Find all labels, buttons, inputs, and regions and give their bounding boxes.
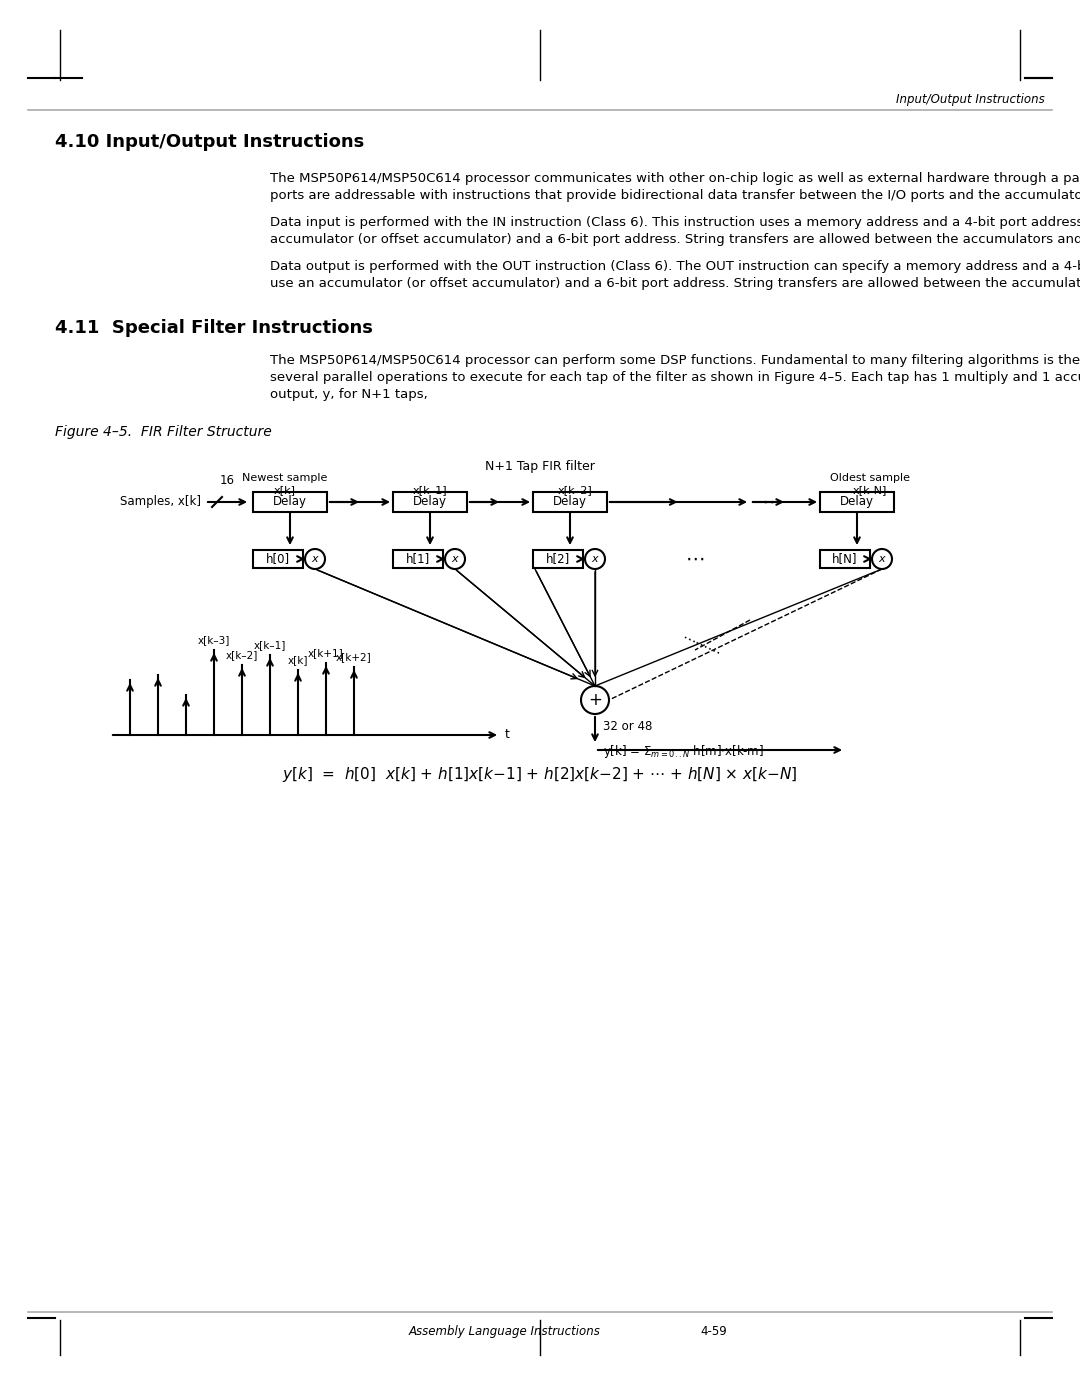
- Text: x: x: [879, 555, 886, 564]
- Text: y[k] = $\Sigma_{m=0..N}$ h[m]$\cdot$x[k-m]: y[k] = $\Sigma_{m=0..N}$ h[m]$\cdot$x[k-…: [603, 743, 764, 760]
- Text: h[1]: h[1]: [406, 552, 430, 566]
- Text: $y[k]$  =  $h[0]$  $x[k]$ + $h[1]x[k\mathrm{-}1]$ + $h[2]x[k\mathrm{-}2]$ + $\cd: $y[k]$ = $h[0]$ $x[k]$ + $h[1]x[k\mathrm…: [282, 766, 798, 784]
- Circle shape: [581, 686, 609, 714]
- Text: Newest sample: Newest sample: [242, 474, 327, 483]
- Text: Input/Output Instructions: Input/Output Instructions: [896, 94, 1045, 106]
- Text: h[0]: h[0]: [266, 552, 291, 566]
- Text: accumulator (or offset accumulator) and a 6-bit port address. String transfers a: accumulator (or offset accumulator) and …: [270, 233, 1080, 246]
- Circle shape: [872, 549, 892, 569]
- Text: 4-59: 4-59: [700, 1324, 727, 1338]
- Text: x: x: [312, 555, 319, 564]
- Circle shape: [445, 549, 465, 569]
- Text: ports are addressable with instructions that provide bidirectional data transfer: ports are addressable with instructions …: [270, 189, 1080, 203]
- Text: Assembly Language Instructions: Assembly Language Instructions: [408, 1324, 600, 1338]
- Text: Delay: Delay: [840, 496, 874, 509]
- Text: h[N]: h[N]: [833, 552, 858, 566]
- Text: x[k]: x[k]: [274, 485, 296, 495]
- FancyBboxPatch shape: [393, 492, 467, 511]
- Text: x[k]: x[k]: [287, 655, 308, 665]
- Text: Samples, x[k]: Samples, x[k]: [120, 496, 201, 509]
- FancyBboxPatch shape: [534, 492, 607, 511]
- FancyBboxPatch shape: [820, 492, 894, 511]
- Text: output, y, for N+1 taps,: output, y, for N+1 taps,: [270, 388, 428, 401]
- Text: ⋯: ⋯: [685, 549, 705, 569]
- FancyBboxPatch shape: [253, 492, 327, 511]
- Text: h[2]: h[2]: [545, 552, 570, 566]
- Text: x: x: [592, 555, 598, 564]
- Text: 4.10 Input/Output Instructions: 4.10 Input/Output Instructions: [55, 133, 364, 151]
- Text: Delay: Delay: [553, 496, 588, 509]
- Text: 32 or 48: 32 or 48: [603, 719, 652, 733]
- Text: +: +: [589, 692, 602, 710]
- Text: Oldest sample: Oldest sample: [831, 474, 910, 483]
- Circle shape: [305, 549, 325, 569]
- FancyBboxPatch shape: [393, 550, 443, 569]
- Text: Delay: Delay: [413, 496, 447, 509]
- Text: x[k–3]: x[k–3]: [198, 636, 230, 645]
- FancyBboxPatch shape: [820, 550, 870, 569]
- Text: x[k+1]: x[k+1]: [308, 648, 343, 658]
- Text: 4.11  Special Filter Instructions: 4.11 Special Filter Instructions: [55, 319, 373, 337]
- Text: x[k–2]: x[k–2]: [226, 650, 258, 659]
- Text: The MSP50P614/MSP50C614 processor can perform some DSP functions. Fundamental to: The MSP50P614/MSP50C614 processor can pe…: [270, 353, 1080, 367]
- Text: x[k–1]: x[k–1]: [413, 485, 447, 495]
- Text: x[k–1]: x[k–1]: [254, 640, 286, 650]
- Text: Figure 4–5.  FIR Filter Structure: Figure 4–5. FIR Filter Structure: [55, 425, 272, 439]
- Text: Data output is performed with the OUT instruction (Class 6). The OUT instruction: Data output is performed with the OUT in…: [270, 260, 1080, 272]
- Text: t: t: [505, 728, 510, 742]
- FancyBboxPatch shape: [253, 550, 303, 569]
- Text: ⋯⋯⋯: ⋯⋯⋯: [680, 630, 724, 661]
- FancyBboxPatch shape: [534, 550, 583, 569]
- Text: Data input is performed with the IN instruction (Class 6). This instruction uses: Data input is performed with the IN inst…: [270, 217, 1080, 229]
- Text: use an accumulator (or offset accumulator) and a 6-bit port address. String tran: use an accumulator (or offset accumulato…: [270, 277, 1080, 291]
- Text: x[k-N]: x[k-N]: [853, 485, 887, 495]
- Text: ⋯: ⋯: [750, 493, 782, 511]
- Text: N+1 Tap FIR filter: N+1 Tap FIR filter: [485, 460, 595, 474]
- Circle shape: [585, 549, 605, 569]
- Text: x[k–2]: x[k–2]: [557, 485, 592, 495]
- Text: Delay: Delay: [273, 496, 307, 509]
- Text: x: x: [451, 555, 458, 564]
- Text: several parallel operations to execute for each tap of the filter as shown in Fi: several parallel operations to execute f…: [270, 372, 1080, 384]
- Text: x[k+2]: x[k+2]: [336, 652, 372, 662]
- Text: 16: 16: [220, 474, 235, 488]
- Text: The MSP50P614/MSP50C614 processor communicates with other on-chip logic as well : The MSP50P614/MSP50C614 processor commun…: [270, 172, 1080, 184]
